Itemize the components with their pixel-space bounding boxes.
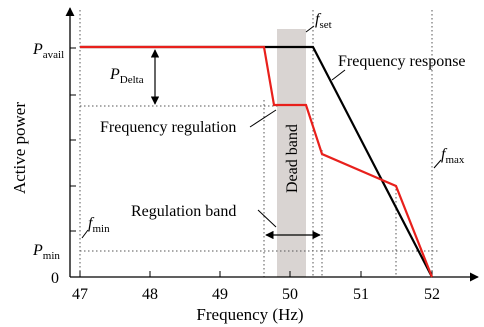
f-min-leader — [81, 229, 89, 239]
regulation-band-leader — [257, 209, 277, 228]
x-tick-label: 48 — [142, 286, 158, 303]
horizontal-guide-lines — [80, 105, 440, 252]
y-axis-title: Active power — [10, 102, 29, 194]
x-ticks — [79, 271, 433, 277]
x-tick-label: 52 — [424, 286, 440, 303]
f-max-label: fmax — [441, 146, 465, 166]
frequency-regulation-label: Frequency regulation — [100, 119, 236, 136]
x-tick-label: 47 — [72, 286, 88, 303]
frequency-response-leader — [331, 69, 346, 81]
dead-band-label: Dead band — [284, 124, 301, 193]
x-tick-label: 51 — [353, 286, 369, 303]
f-min-label: fmin — [88, 215, 110, 235]
y-ticks — [70, 47, 76, 232]
frequency-response-label: Frequency response — [338, 53, 466, 70]
x-tick-labels: 47 48 49 50 51 52 — [72, 286, 440, 303]
f-set-leader — [305, 25, 315, 33]
axes — [65, 7, 479, 282]
regulation-band-label: Regulation band — [131, 203, 236, 220]
frequency-regulation-line — [80, 45, 434, 278]
f-set-label: fset — [315, 11, 332, 31]
x-tick-label: 50 — [282, 286, 298, 303]
frequency-regulation-leader — [249, 109, 277, 128]
p-min-label: Pmin — [32, 242, 60, 262]
y-zero-label: 0 — [51, 270, 59, 287]
vertical-guide-lines — [79, 10, 433, 277]
p-avail-label: Pavail — [32, 41, 64, 61]
x-axis-title: Frequency (Hz) — [196, 305, 303, 324]
p-delta-label: PDelta — [109, 66, 144, 86]
f-max-leader — [433, 159, 442, 169]
x-tick-label: 49 — [212, 286, 228, 303]
